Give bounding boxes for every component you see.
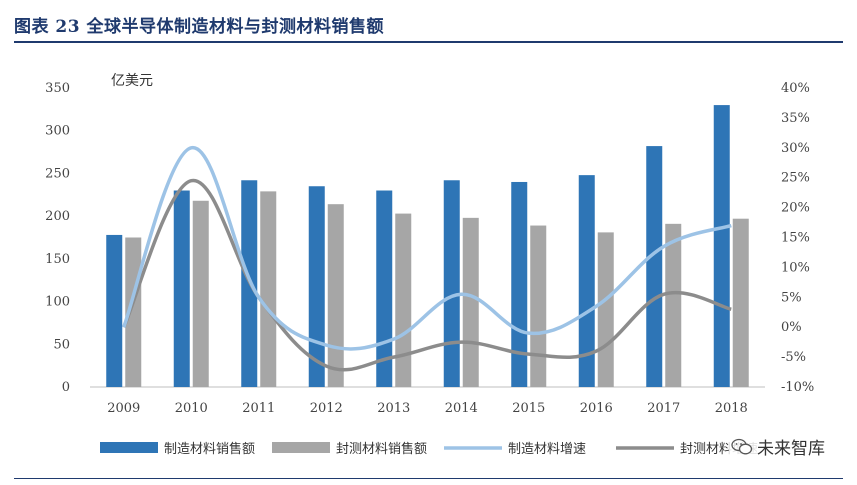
y-right-tick-label: -5%: [781, 350, 806, 365]
y-right-tick-label: 10%: [781, 260, 810, 275]
bar-packaging-2014: [462, 217, 479, 387]
y-left-tick-label: 250: [45, 166, 70, 181]
y-right-tick-label: 5%: [781, 290, 802, 305]
line-packaging-growth: [122, 178, 732, 372]
bar-manufacturing-2009: [106, 234, 123, 387]
x-tick-label: 2012: [310, 401, 343, 416]
y-left-tick-label: 200: [45, 209, 70, 224]
page-title: 图表 23 全球半导体制造材料与封测材料销售额: [14, 17, 384, 37]
bar-packaging-2017: [665, 223, 682, 387]
x-tick-label: 2015: [512, 401, 545, 416]
y-left-tick-label: 300: [45, 124, 70, 139]
legend-label: 制造材料增速: [508, 442, 586, 457]
legend-label: 制造材料销售额: [164, 441, 255, 457]
bar-manufacturing-2012: [308, 186, 325, 387]
bar-packaging-2009: [125, 237, 142, 387]
bar-packaging-2016: [597, 232, 614, 387]
y-right-tick-label: 25%: [781, 171, 810, 186]
y-right-tick-label: 40%: [781, 81, 810, 96]
chart-lines: [122, 146, 732, 372]
bar-manufacturing-2018: [713, 105, 730, 387]
y-right-tick-label: -10%: [781, 380, 814, 395]
bar-manufacturing-2014: [443, 180, 460, 387]
y-left-tick-label: 0: [62, 380, 70, 395]
legend-label: 封测材料销售额: [336, 441, 427, 457]
chart-axes: 亿美元 0 50 100 150 200 250 300 350 -10% -5% 0% 5% 10% 15…: [45, 73, 814, 416]
x-tick-label: 2018: [715, 401, 748, 416]
y-left-tick-label: 350: [45, 81, 70, 96]
y-left-tick-label: 100: [45, 295, 70, 310]
y-right-tick-label: 20%: [781, 201, 810, 216]
bar-packaging-2011: [260, 191, 277, 387]
y-axis-unit-label: 亿美元: [111, 73, 153, 89]
bar-packaging-2013: [395, 213, 412, 387]
bar-packaging-2015: [530, 225, 547, 387]
bar-manufacturing-2010: [173, 190, 190, 387]
line-manufacturing-growth: [122, 146, 732, 351]
title-divider: [14, 41, 843, 43]
y-left-tick-label: 50: [53, 337, 70, 352]
bar-manufacturing-2013: [376, 190, 393, 387]
title-bar: 图表 23 全球半导体制造材料与封测材料销售额: [14, 8, 843, 38]
bar-manufacturing-2015: [511, 181, 528, 387]
y-right-tick-label: 30%: [781, 141, 810, 156]
x-tick-label: 2016: [580, 401, 613, 416]
legend-swatch: [272, 442, 330, 453]
y-left-tick-label: 150: [45, 252, 70, 267]
x-tick-label: 2017: [647, 401, 680, 416]
y-right-tick-label: 0%: [781, 320, 802, 335]
chart-legend: 制造材料销售额 封测材料销售额 制造材料增速 封测材料增速: [100, 441, 758, 457]
bottom-divider: [14, 478, 843, 479]
legend-swatch: [100, 442, 158, 453]
watermark-text: 未来智库: [757, 439, 825, 459]
bar-packaging-2018: [732, 218, 749, 387]
bar-manufacturing-2017: [646, 146, 663, 387]
bar-packaging-2010: [192, 200, 209, 387]
x-tick-label: 2013: [377, 401, 410, 416]
y-right-tick-label: 35%: [781, 111, 810, 126]
chart-bars: [106, 105, 749, 387]
wechat-icon: [731, 438, 753, 454]
y-right-tick-label: 15%: [781, 231, 810, 246]
watermark: 未来智库: [729, 434, 827, 459]
x-tick-label: 2014: [445, 401, 478, 416]
x-tick-label: 2009: [107, 401, 140, 416]
bar-packaging-2012: [327, 204, 344, 387]
x-tick-label: 2010: [175, 401, 208, 416]
bar-manufacturing-2016: [578, 175, 595, 387]
x-tick-label: 2011: [242, 401, 275, 416]
